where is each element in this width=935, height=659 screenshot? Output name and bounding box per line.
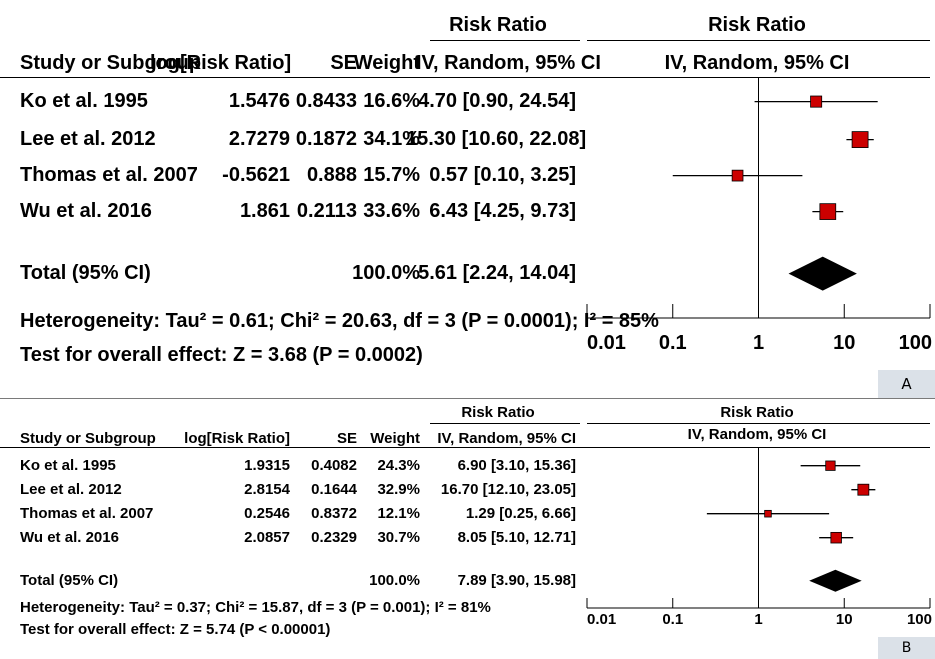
study-name: Wu et al. 2016 (20, 200, 152, 222)
overall-effect-test: Test for overall effect: Z = 3.68 (P = 0… (20, 344, 423, 366)
study-marker (764, 509, 772, 518)
total-weight: 100.0% (369, 572, 420, 589)
study-marker (731, 169, 744, 182)
total-weight: 100.0% (352, 262, 420, 284)
log-rr-value: 1.5476 (228, 90, 290, 112)
plot-header: Risk Ratio (708, 14, 806, 36)
study-name: Thomas et al. 2007 (20, 164, 198, 186)
ci-value: 16.70 [12.10, 23.05] (440, 481, 576, 498)
x-tick-label: 0.1 (658, 332, 687, 354)
forest-plot-svg (586, 78, 931, 319)
weight-value: 34.1% (363, 128, 420, 150)
study-name: Ko et al. 1995 (20, 90, 148, 112)
column-header-se: SE (330, 52, 357, 74)
header-rule-top (430, 40, 580, 41)
weight-value: 16.6% (363, 90, 420, 112)
study-marker (851, 131, 869, 149)
header-rule-top (430, 423, 580, 424)
pooled-diamond (788, 256, 857, 291)
column-header-ci: IV, Random, 95% CI (416, 52, 601, 74)
total-label: Total (95% CI) (20, 262, 151, 284)
column-header-study: Study or Subgroup (20, 430, 156, 447)
column-header-study: Study or Subgroup (20, 52, 202, 74)
log-rr-value: 1.9315 (244, 457, 290, 474)
column-header-weight: Weight (353, 52, 420, 74)
se-value: 0.888 (306, 164, 357, 186)
pooled-diamond (809, 569, 862, 592)
weight-value: 33.6% (363, 200, 420, 222)
study-name: Lee et al. 2012 (20, 128, 156, 150)
ci-value: 0.57 [0.10, 3.25] (429, 164, 576, 186)
column-header-log-rr: log[Risk Ratio] (150, 52, 292, 74)
column-header-log-rr: log[Risk Ratio] (184, 430, 290, 447)
ci-value: 8.05 [5.10, 12.71] (457, 529, 576, 546)
x-tick-label: 0.01 (587, 611, 617, 628)
se-value: 0.2113 (296, 200, 357, 222)
weight-value: 32.9% (377, 481, 420, 498)
study-marker (825, 460, 836, 471)
x-tick-label: 0.01 (587, 332, 626, 354)
ci-value: 6.90 [3.10, 15.36] (457, 457, 576, 474)
weight-value: 30.7% (377, 529, 420, 546)
group-header: Risk Ratio (449, 14, 547, 36)
log-rr-value: 2.8154 (244, 481, 290, 498)
total-label: Total (95% CI) (20, 572, 119, 589)
heterogeneity-stats: Heterogeneity: Tau² = 0.37; Chi² = 15.87… (20, 599, 491, 616)
study-name: Wu et al. 2016 (20, 529, 119, 546)
heterogeneity-stats: Heterogeneity: Tau² = 0.61; Chi² = 20.63… (20, 310, 659, 332)
total-ci: 7.89 [3.90, 15.98] (457, 572, 576, 589)
weight-value: 12.1% (377, 505, 420, 522)
study-name: Lee et al. 2012 (20, 481, 122, 498)
log-rr-value: 2.7279 (228, 128, 290, 150)
se-value: 0.1872 (295, 128, 357, 150)
ci-value: 15.30 [10.60, 22.08] (406, 128, 587, 150)
x-tick-label: 10 (835, 611, 853, 628)
se-value: 0.2329 (311, 529, 357, 546)
study-name: Thomas et al. 2007 (20, 505, 154, 522)
plot-header-rule (587, 423, 930, 424)
study-marker (830, 531, 842, 544)
column-header-weight: Weight (370, 430, 420, 447)
log-rr-value: 2.0857 (244, 529, 290, 546)
se-value: 0.8433 (295, 90, 357, 112)
plot-subheader: IV, Random, 95% CI (687, 426, 827, 443)
column-header-ci: IV, Random, 95% CI (437, 430, 576, 447)
x-tick-label: 10 (833, 332, 856, 354)
x-tick-label: 1 (754, 611, 763, 628)
x-tick-label: 100 (898, 332, 932, 354)
column-header-se: SE (336, 430, 357, 447)
forest-plot-svg (586, 447, 931, 609)
total-ci: 5.61 [2.24, 14.04] (418, 262, 576, 284)
log-rr-value: 0.2546 (244, 505, 290, 522)
header-rule-bottom (0, 77, 930, 78)
log-rr-value: -0.5621 (222, 164, 290, 186)
study-marker (810, 95, 823, 108)
ci-value: 1.29 [0.25, 6.66] (465, 505, 576, 522)
plot-header-rule (587, 40, 930, 41)
ci-value: 6.43 [4.25, 9.73] (429, 200, 576, 222)
x-tick-label: 1 (752, 332, 765, 354)
weight-value: 24.3% (377, 457, 420, 474)
plot-subheader: IV, Random, 95% CI (664, 52, 850, 74)
x-tick-label: 100 (906, 611, 932, 628)
panel-label: B (878, 637, 935, 659)
x-tick-label: 0.1 (662, 611, 684, 628)
header-rule-bottom (0, 447, 930, 448)
forest-plot-panel-b: Risk Ratio Study or Subgroup log[Risk Rati… (0, 399, 935, 659)
overall-effect-test: Test for overall effect: Z = 5.74 (P < 0… (20, 621, 331, 638)
study-name: Ko et al. 1995 (20, 457, 116, 474)
study-marker (819, 203, 837, 220)
panel-label: A (878, 370, 935, 398)
ci-value: 4.70 [0.90, 24.54] (418, 90, 576, 112)
forest-plot-panel-a: Risk Ratio Study or Subgroup log[Risk Rati… (0, 14, 935, 399)
weight-value: 15.7% (363, 164, 420, 186)
study-marker (857, 483, 870, 496)
se-value: 0.1644 (311, 481, 357, 498)
group-header: Risk Ratio (461, 404, 535, 421)
log-rr-value: 1.861 (239, 200, 290, 222)
se-value: 0.8372 (311, 505, 357, 522)
plot-header: Risk Ratio (720, 404, 794, 421)
se-value: 0.4082 (311, 457, 357, 474)
